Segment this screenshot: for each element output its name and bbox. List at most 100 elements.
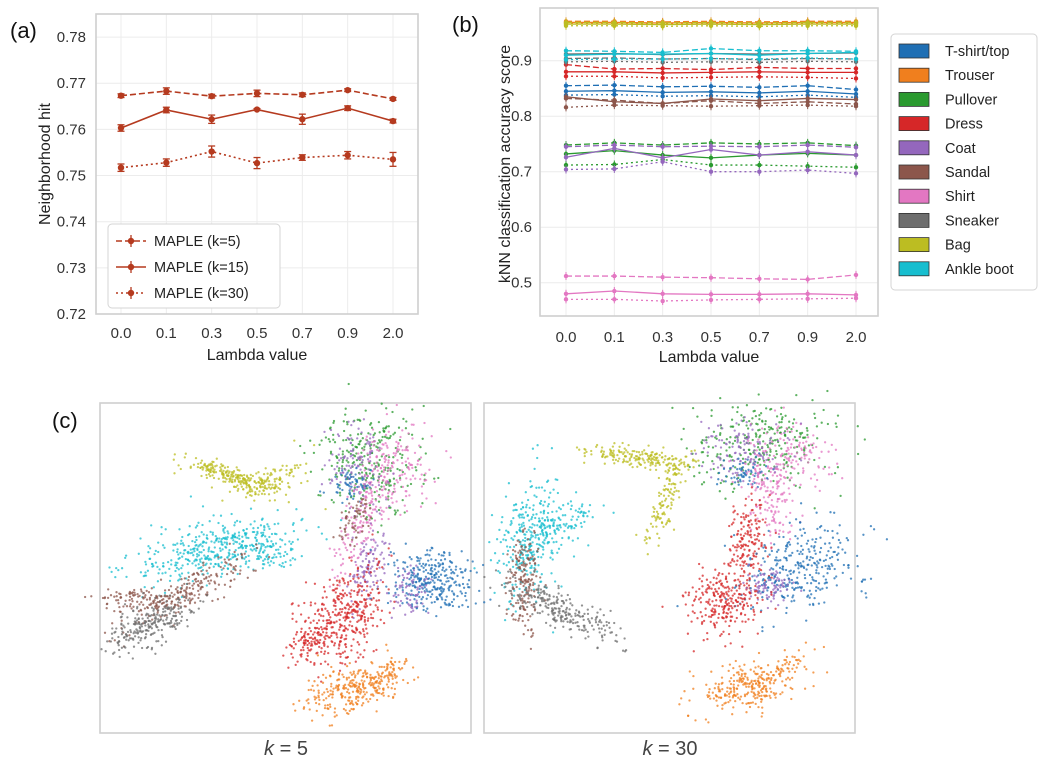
scatter-left-point — [426, 593, 430, 597]
scatter-right-point — [674, 457, 677, 460]
scatter-left-point — [320, 650, 323, 654]
scatter-left-point — [222, 527, 225, 531]
scatter-left-point — [420, 590, 423, 594]
scatter-right-point — [541, 517, 544, 520]
scatter-left-point — [119, 596, 122, 599]
scatter-left-point — [369, 551, 372, 554]
chart-a-y-tick-label: 0.76 — [57, 121, 86, 138]
scatter-left-point — [220, 572, 224, 575]
scatter-left-point — [341, 471, 344, 474]
scatter-left-point — [405, 592, 408, 595]
chart-b-point — [563, 162, 569, 168]
scatter-right-point — [609, 453, 612, 456]
scatter-right-point — [641, 457, 644, 460]
scatter-left-point — [354, 581, 357, 584]
scatter-left-point — [236, 484, 239, 487]
scatter-left-point — [294, 709, 297, 712]
scatter-right-point — [545, 535, 549, 538]
scatter-right-point — [552, 524, 555, 528]
scatter-left-point — [444, 603, 447, 606]
scatter-left-point — [135, 622, 139, 625]
scatter-left-point — [270, 540, 273, 543]
scatter-left-point — [335, 472, 338, 475]
scatter-left-point — [227, 551, 230, 554]
scatter-left-point — [437, 575, 441, 579]
scatter-left-point — [384, 455, 387, 458]
scatter-left-point — [115, 595, 118, 598]
scatter-left-point — [356, 703, 359, 706]
scatter-left-point — [372, 444, 375, 447]
scatter-left-point — [383, 563, 386, 566]
scatter-left-point — [384, 669, 387, 672]
scatter-right-point — [646, 454, 650, 458]
scatter-left-point — [390, 656, 393, 660]
scatter-left-point — [199, 461, 202, 465]
scatter-left-point — [348, 477, 351, 480]
scatter-left-point — [209, 579, 213, 582]
chart-b-point — [708, 169, 714, 174]
scatter-left-point — [226, 530, 229, 533]
scatter-left-point — [349, 475, 353, 479]
scatter-left-point — [391, 670, 394, 674]
chart-b-x-tick-label: 0.7 — [749, 329, 770, 346]
scatter-left-point — [191, 597, 194, 600]
scatter-left-point — [371, 529, 375, 532]
scatter-left-point — [324, 637, 327, 641]
scatter-left-point — [356, 433, 360, 436]
scatter-left-point — [385, 407, 388, 410]
scatter-left-point — [157, 541, 160, 544]
scatter-left-point — [354, 529, 358, 532]
scatter-left-point — [323, 430, 326, 434]
scatter-left-point — [137, 617, 140, 620]
scatter-right-point — [564, 524, 567, 527]
scatter-left-point — [248, 479, 251, 482]
scatter-left-point — [249, 473, 252, 477]
scatter-left-point — [164, 605, 167, 608]
scatter-left-point — [221, 464, 225, 467]
scatter-left-point — [390, 496, 393, 500]
scatter-left-point — [331, 568, 334, 571]
chart-b-x-tick-label: 0.5 — [701, 329, 722, 346]
scatter-right-point — [658, 502, 661, 506]
scatter-left-point — [205, 534, 209, 537]
scatter-left-point — [284, 560, 287, 564]
scatter-left-point — [120, 627, 124, 631]
scatter-left-point — [365, 520, 369, 524]
scatter-left-point — [307, 679, 310, 682]
scatter-left-point — [358, 509, 361, 512]
scatter-left-point — [400, 456, 403, 459]
scatter-left-point — [428, 582, 431, 585]
scatter-right-point — [528, 562, 532, 565]
scatter-left-point — [348, 661, 351, 665]
scatter-left-point — [362, 521, 365, 524]
scatter-left-point — [348, 681, 352, 685]
scatter-left-point — [160, 644, 163, 647]
scatter-left-point — [416, 586, 419, 589]
scatter-left-point — [200, 474, 203, 478]
scatter-left-point — [342, 429, 346, 433]
chart-b-legend-label: Sandal — [945, 165, 990, 181]
scatter-right-point — [661, 456, 664, 459]
scatter-right-point — [635, 450, 638, 454]
scatter-left-point — [399, 478, 402, 482]
scatter-left-point — [175, 622, 179, 625]
scatter-left-point — [331, 693, 335, 696]
scatter-left-point — [133, 591, 136, 594]
scatter-left-point — [130, 597, 134, 601]
scatter-left-point — [351, 615, 354, 619]
scatter-left-point — [152, 601, 155, 605]
scatter-left-point — [176, 550, 179, 554]
scatter-right-point — [537, 555, 540, 559]
scatter-left-point — [134, 621, 137, 624]
scatter-left-point — [379, 466, 382, 470]
scatter-left-point — [347, 461, 350, 464]
scatter-left-point — [338, 678, 341, 681]
scatter-left-point — [229, 579, 232, 582]
scatter-right-point — [526, 553, 530, 557]
scatter-left-point — [231, 553, 234, 556]
scatter-left-point — [382, 532, 385, 535]
scatter-left-point — [437, 553, 441, 556]
scatter-left-point — [398, 468, 401, 472]
scatter-left-point — [164, 528, 167, 531]
scatter-right-point — [528, 538, 532, 541]
